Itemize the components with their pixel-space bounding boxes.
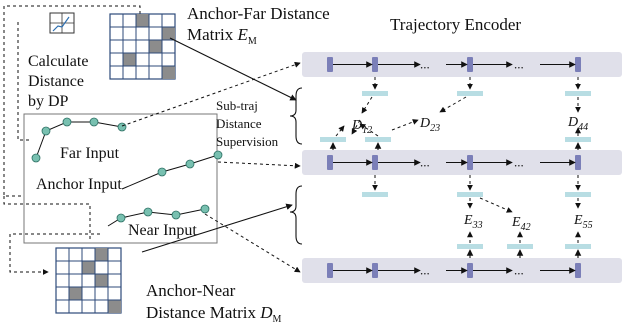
projection-bar (565, 192, 591, 197)
projection-bar (365, 137, 391, 142)
matrix-shaded-cell (108, 300, 121, 313)
matrix-grid-icon (55, 247, 122, 314)
encoder-bands: .................. (302, 52, 622, 283)
top-matrix-arrow (169, 37, 297, 101)
encoder-cell (372, 155, 378, 170)
matrix-shaded-cell (162, 66, 175, 79)
encoder-cell (372, 57, 378, 72)
dp-grid-icon (49, 12, 75, 34)
e-label-55: E55 (573, 213, 593, 231)
trajectory-to-encoder-links (121, 61, 301, 273)
encoder-cell (467, 263, 473, 278)
e-label-42: E42 (511, 215, 531, 233)
projection-arrow (359, 123, 379, 137)
projection-arrow (439, 96, 467, 113)
supervision-line1: Sub-traj (216, 98, 258, 113)
input-box (23, 113, 218, 244)
calc-label-line2: Distance (28, 73, 84, 90)
projection-bar (362, 91, 388, 96)
projection-layer (320, 77, 591, 258)
projection-bar (457, 192, 483, 197)
projection-bar (362, 192, 388, 197)
ellipsis: ... (514, 57, 524, 72)
e-labels: E33 E42 E55 (463, 213, 593, 233)
lower-brace (289, 185, 303, 245)
anchor-trajectory (121, 150, 223, 190)
anchor-input-label: Anchor Input (36, 176, 122, 193)
projection-bar (320, 137, 346, 142)
matrix-shaded-cell (136, 14, 149, 27)
upper-brace (289, 87, 303, 145)
calc-label-line1: Calculate (28, 53, 88, 70)
ellipsis: ... (420, 263, 430, 278)
bottom-matrix-arrow (141, 203, 293, 253)
projection-bar (565, 244, 591, 249)
far-trajectory (31, 117, 127, 163)
ellipsis: ... (420, 155, 430, 170)
projection-arrow (391, 119, 419, 131)
calc-label-line3: by DP (28, 93, 69, 110)
far-input-label: Far Input (60, 145, 120, 162)
projection-bar (565, 137, 591, 142)
matrix-shaded-cell (95, 274, 108, 287)
encoder-cell (467, 155, 473, 170)
matrix-shaded-cell (82, 261, 95, 274)
projection-arrow (351, 119, 361, 135)
encoder-title: Trajectory Encoder (390, 15, 521, 34)
near-input-label: Near Input (128, 222, 197, 239)
projection-arrow (479, 197, 513, 213)
matrix-shaded-cell (162, 27, 175, 40)
ellipsis: ... (514, 263, 524, 278)
encoder-cell (467, 57, 473, 72)
encoder-cell (575, 57, 581, 72)
matrix-shaded-cell (123, 53, 136, 66)
encoder-cell (327, 57, 333, 72)
projection-bar (565, 91, 591, 96)
bottom-matrix-label-line2: Distance Matrix DM (146, 303, 282, 325)
e-label-33: E33 (463, 213, 483, 231)
top-matrix-label-line2: Matrix EM (187, 25, 257, 47)
matrix-grid-icon (109, 13, 176, 80)
near-trajectory (107, 204, 210, 227)
bottom-matrix-label-line1: Anchor-Near (146, 281, 236, 300)
projection-arrow (361, 96, 373, 114)
d-label-44: D44 (567, 115, 588, 133)
encoder-cell (575, 263, 581, 278)
encoder-cell (327, 263, 333, 278)
ellipsis: ... (514, 155, 524, 170)
d-label-12: D12 (351, 118, 372, 136)
bottom-dashed-loop (3, 196, 100, 275)
projection-bar (507, 244, 533, 249)
matrix-shaded-cell (95, 248, 108, 261)
top-dashed-loop (3, 5, 141, 197)
d-label-23: D23 (419, 116, 440, 134)
ellipsis: ... (420, 57, 430, 72)
supervision-line3: Supervision (216, 134, 279, 149)
top-matrix-label-line1: Anchor-Far Distance (187, 4, 330, 23)
encoder-cell (327, 155, 333, 170)
encoder-cell (575, 155, 581, 170)
d-labels: D12 D23 D44 (351, 115, 588, 136)
matrix-shaded-cell (69, 287, 82, 300)
projection-bar (457, 91, 483, 96)
matrix-shaded-cell (149, 40, 162, 53)
encoder-cell (372, 263, 378, 278)
supervision-line2: Distance (216, 116, 262, 131)
projection-arrow (335, 125, 345, 137)
projection-bar (457, 244, 483, 249)
